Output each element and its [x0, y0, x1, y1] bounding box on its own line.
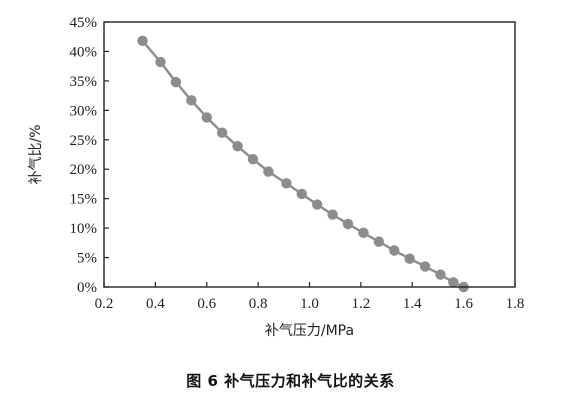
y-tick-label: 20% [70, 162, 98, 178]
data-point [216, 127, 228, 138]
y-tick-label: 0% [77, 280, 97, 296]
y-tick-label: 35% [70, 74, 98, 90]
data-point [312, 199, 323, 210]
data-point [327, 209, 338, 220]
plot-frame [103, 21, 516, 288]
data-point [137, 35, 148, 47]
x-tick-label: 1.4 [403, 296, 422, 312]
x-tick-label: 0.4 [146, 296, 165, 312]
data-point [358, 227, 369, 239]
x-tick-label: 0.8 [249, 296, 268, 312]
x-tick-label: 1.2 [352, 296, 371, 312]
series-layer [137, 35, 469, 293]
data-point [389, 245, 400, 256]
x-tick-label: 1.6 [454, 296, 473, 312]
data-point [232, 141, 243, 152]
data-point [404, 253, 415, 264]
y-tick-label: 45% [70, 15, 98, 31]
data-point [342, 218, 354, 230]
y-tick-labels: 0% 5% 10% 15% 20% 25% 30% 35% 40% 45% [70, 15, 98, 296]
y-tick-label: 30% [70, 103, 98, 119]
data-point [435, 269, 446, 280]
x-tick-label: 0.6 [197, 296, 216, 312]
x-tick-label: 0.2 [95, 296, 114, 312]
data-point [170, 76, 182, 88]
data-point [201, 112, 212, 123]
data-point [281, 178, 292, 189]
data-point [263, 166, 274, 177]
x-tick-label: 1.0 [300, 296, 319, 312]
x-tick-label: 1.8 [506, 296, 525, 312]
data-point [247, 154, 259, 165]
y-tick-label: 10% [70, 221, 98, 237]
data-point [448, 277, 459, 288]
data-point [155, 56, 166, 68]
figure-caption: 图 6 补气压力和补气比的关系 [186, 372, 395, 390]
data-point [186, 95, 197, 106]
y-tick-label: 40% [70, 44, 98, 60]
data-point [296, 188, 307, 200]
series-line [141, 40, 465, 289]
y-tick-label: 25% [70, 133, 98, 149]
data-point [373, 236, 385, 247]
x-tick-labels: 0.2 0.4 0.6 0.8 1.0 1.2 1.4 1.6 1.8 [95, 296, 525, 312]
y-tick-label: 5% [77, 251, 97, 267]
y-axis-title: 补气比/% [28, 124, 44, 184]
x-axis-title: 补气压力/MPa [265, 323, 354, 339]
y-tick-label: 15% [70, 192, 98, 208]
data-point [419, 261, 431, 272]
